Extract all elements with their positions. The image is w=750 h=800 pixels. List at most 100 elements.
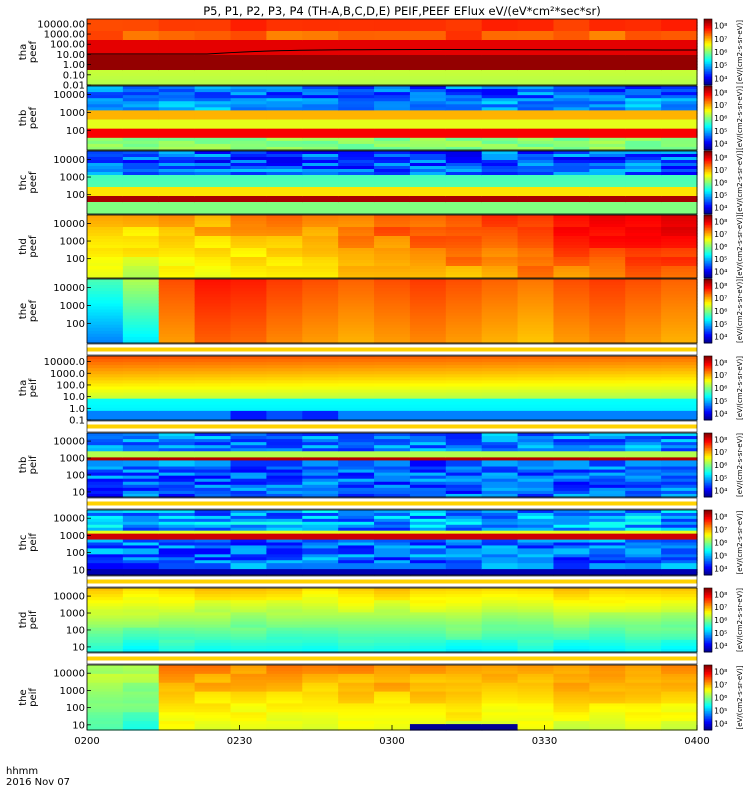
- heatmap-cell: [87, 648, 124, 653]
- heatmap-cell: [589, 389, 626, 394]
- heatmap-cell: [553, 187, 590, 191]
- heatmap-cell: [661, 333, 698, 338]
- heatmap-cell: [445, 413, 483, 418]
- heatmap-cell: [517, 104, 555, 108]
- heatmap-cell: [409, 140, 447, 145]
- heatmap-cell: [266, 398, 303, 403]
- heatmap-cell: [266, 327, 303, 332]
- colorbar-step: [704, 306, 712, 309]
- colorbar-step: [704, 457, 712, 460]
- heatmap-cell: [481, 193, 519, 197]
- heatmap-cell: [481, 151, 519, 155]
- colorbar-step: [704, 527, 712, 531]
- heatmap-cell: [445, 82, 483, 86]
- heatmap-cell: [374, 79, 411, 83]
- heatmap-cell: [158, 205, 196, 209]
- heatmap-cell: [481, 639, 519, 644]
- heatmap-cell: [338, 134, 375, 139]
- colorbar-step: [704, 30, 712, 33]
- heatmap-cell: [589, 624, 626, 629]
- heatmap-cell: [661, 89, 698, 93]
- heatmap-cell: [661, 239, 698, 243]
- heatmap-cell: [625, 336, 662, 341]
- heatmap-cell: [625, 457, 662, 462]
- heatmap-cell: [625, 196, 662, 200]
- heatmap-cell: [517, 181, 555, 185]
- heatmap-cell: [87, 630, 124, 635]
- heatmap-cell: [589, 594, 626, 598]
- heatmap-cell: [87, 146, 124, 151]
- heatmap-cell: [87, 227, 124, 231]
- colorbar-step: [704, 713, 712, 716]
- heatmap-cell: [445, 116, 483, 121]
- heatmap-cell: [481, 374, 519, 378]
- colorbar-step: [704, 485, 712, 488]
- colorbar-tick-label: 10⁷: [714, 681, 727, 690]
- heatmap-cell: [194, 563, 232, 567]
- heatmap-cell: [374, 542, 411, 547]
- heatmap-cell: [661, 25, 698, 29]
- heatmap-cell: [122, 460, 160, 465]
- heatmap-cell: [158, 49, 196, 53]
- heatmap-cell: [87, 309, 124, 314]
- heatmap-cell: [338, 606, 375, 610]
- heatmap-cell: [517, 395, 555, 400]
- heatmap-cell: [625, 359, 662, 363]
- heatmap-cell: [194, 609, 232, 613]
- heatmap-cell: [230, 612, 268, 617]
- heatmap-cell: [374, 282, 411, 286]
- colorbar-step: [704, 110, 712, 113]
- heatmap-cell: [87, 572, 124, 576]
- colorbar-step: [704, 304, 712, 307]
- heatmap-cell: [230, 151, 268, 155]
- y-tick-label: 10000: [53, 90, 85, 101]
- heatmap-cell: [122, 58, 160, 62]
- heatmap-cell: [625, 58, 662, 62]
- y-tick-label: 10000: [53, 669, 85, 680]
- heatmap-cell: [302, 703, 339, 707]
- heatmap-cell: [266, 633, 303, 638]
- heatmap-cell: [517, 706, 555, 710]
- heatmap-cell: [517, 257, 555, 261]
- heatmap-cell: [445, 478, 483, 483]
- heatmap-cell: [87, 700, 124, 704]
- heatmap-cell: [338, 146, 375, 151]
- heatmap-cell: [553, 291, 590, 295]
- colorbar-tick-label: 10⁸: [714, 358, 727, 367]
- heatmap-cell: [625, 618, 662, 623]
- heatmap-cell: [661, 721, 698, 725]
- heatmap-cell: [87, 208, 124, 212]
- heatmap-cell: [158, 439, 196, 443]
- heatmap-cell: [122, 330, 160, 335]
- heatmap-cell: [445, 67, 483, 71]
- heatmap-cell: [230, 413, 268, 418]
- heatmap-cell: [553, 398, 590, 403]
- heatmap-cell: [338, 89, 375, 93]
- colorbar-step: [704, 241, 712, 244]
- heatmap-cell: [194, 288, 232, 292]
- heatmap-cell: [194, 98, 232, 102]
- heatmap-cell: [661, 694, 698, 699]
- colorbar-step: [704, 602, 712, 605]
- heatmap-cell: [625, 154, 662, 158]
- heatmap-cell: [122, 101, 160, 105]
- heatmap-cell: [553, 211, 590, 215]
- heatmap-cell: [230, 676, 268, 681]
- y-axis-label: peef: [28, 106, 39, 129]
- heatmap-cell: [517, 445, 555, 449]
- heatmap-cell: [87, 288, 124, 292]
- heatmap-cell: [661, 95, 698, 99]
- heatmap-cell: [517, 107, 555, 111]
- colorbar-step: [704, 142, 712, 145]
- heatmap-cell: [194, 233, 232, 237]
- heatmap-cell: [122, 46, 160, 50]
- colorbar-step: [704, 95, 712, 98]
- heatmap-cell: [158, 92, 196, 96]
- heatmap-cell: [589, 691, 626, 696]
- heatmap-cell: [553, 254, 590, 258]
- heatmap-cell: [158, 98, 196, 102]
- heatmap-cell: [553, 386, 590, 391]
- heatmap-cell: [517, 236, 555, 240]
- heatmap-cell: [194, 92, 232, 96]
- heatmap-cell: [302, 539, 339, 544]
